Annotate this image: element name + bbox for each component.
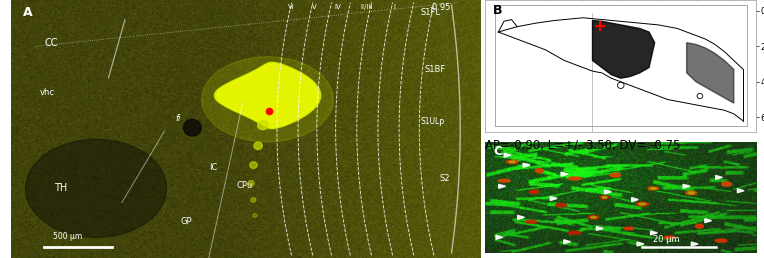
Polygon shape [564, 240, 571, 244]
Polygon shape [691, 242, 698, 246]
Ellipse shape [248, 181, 254, 186]
Ellipse shape [591, 216, 597, 218]
Text: GP: GP [180, 217, 193, 227]
Polygon shape [217, 64, 319, 127]
Polygon shape [215, 62, 321, 128]
Ellipse shape [688, 192, 694, 194]
Ellipse shape [529, 190, 539, 194]
Text: CPu: CPu [237, 181, 253, 190]
Text: -0.95: -0.95 [429, 3, 451, 12]
Polygon shape [518, 215, 524, 219]
Ellipse shape [722, 182, 731, 186]
Ellipse shape [664, 236, 675, 239]
Ellipse shape [588, 215, 600, 219]
Ellipse shape [526, 220, 536, 223]
Ellipse shape [183, 119, 201, 136]
Text: 20 μm: 20 μm [653, 235, 680, 244]
Text: IC: IC [209, 163, 217, 172]
Polygon shape [496, 235, 503, 239]
Ellipse shape [250, 162, 257, 168]
Ellipse shape [254, 142, 262, 149]
Text: fi: fi [176, 114, 181, 123]
Ellipse shape [636, 202, 649, 206]
Text: V: V [312, 4, 317, 10]
Text: VI: VI [288, 4, 294, 10]
Text: A: A [23, 6, 33, 19]
Polygon shape [716, 175, 723, 179]
Text: TH: TH [53, 183, 67, 193]
Ellipse shape [253, 214, 257, 217]
Text: vhc: vhc [40, 88, 55, 98]
Ellipse shape [536, 169, 543, 173]
Ellipse shape [507, 160, 518, 164]
Ellipse shape [695, 224, 704, 228]
Ellipse shape [202, 57, 333, 142]
Ellipse shape [555, 203, 567, 207]
Ellipse shape [650, 188, 656, 189]
Polygon shape [523, 163, 530, 167]
Ellipse shape [602, 196, 607, 198]
Ellipse shape [25, 139, 167, 237]
Polygon shape [604, 190, 611, 194]
Polygon shape [651, 231, 657, 235]
Polygon shape [499, 184, 506, 188]
Text: II/III: II/III [360, 4, 372, 10]
Ellipse shape [568, 231, 581, 235]
Polygon shape [561, 172, 568, 176]
Polygon shape [593, 20, 655, 78]
Polygon shape [687, 43, 733, 103]
Text: C: C [494, 145, 503, 158]
Polygon shape [504, 153, 511, 157]
Polygon shape [683, 184, 690, 188]
Polygon shape [737, 189, 744, 193]
Polygon shape [597, 227, 603, 230]
Text: S1ULp: S1ULp [420, 117, 445, 126]
Text: S2: S2 [439, 174, 449, 183]
Ellipse shape [624, 227, 634, 230]
Polygon shape [632, 198, 639, 201]
Ellipse shape [686, 191, 697, 195]
Ellipse shape [600, 196, 609, 199]
Polygon shape [550, 197, 557, 200]
Text: 500 μm: 500 μm [53, 232, 82, 241]
Text: S1BF: S1BF [425, 65, 446, 74]
Ellipse shape [639, 203, 646, 205]
Ellipse shape [498, 179, 510, 182]
Ellipse shape [509, 161, 516, 163]
Ellipse shape [648, 187, 659, 190]
Text: B: B [494, 4, 503, 17]
Ellipse shape [610, 173, 620, 177]
Text: IV: IV [335, 4, 342, 10]
Text: I: I [393, 4, 396, 10]
Text: AP=-0.90, L=+/- 3.50, DV= -0.75: AP=-0.90, L=+/- 3.50, DV= -0.75 [485, 138, 681, 151]
Polygon shape [705, 219, 711, 223]
Text: S1FL: S1FL [420, 9, 440, 18]
Ellipse shape [257, 120, 268, 130]
Polygon shape [637, 242, 644, 246]
Ellipse shape [251, 198, 256, 202]
Text: CC: CC [44, 38, 58, 49]
Ellipse shape [715, 239, 727, 242]
Ellipse shape [568, 177, 581, 180]
